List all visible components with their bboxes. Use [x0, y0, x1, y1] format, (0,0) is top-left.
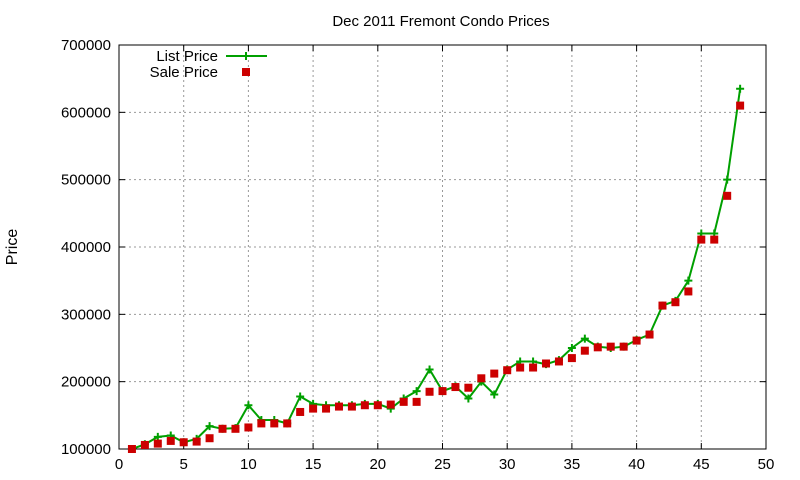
sale-price-point: [567, 354, 576, 363]
sale-price-point: [451, 383, 460, 392]
sale-price-point: [244, 423, 253, 432]
y-tick-label: 300000: [61, 306, 111, 323]
list-price-point: [580, 334, 589, 343]
series-sale-price: [127, 101, 745, 453]
sale-price-point: [153, 439, 162, 448]
sale-price-point: [205, 434, 214, 443]
list-price-point: [296, 392, 305, 401]
x-tick-label: 5: [180, 456, 188, 473]
grid-lines: [119, 45, 766, 449]
sale-price-point: [658, 301, 667, 310]
y-tick-label: 100000: [61, 441, 111, 458]
list-price-point: [567, 344, 576, 352]
list-price-point: [244, 401, 253, 410]
x-tick-label: 25: [434, 456, 451, 473]
sale-price-point: [360, 401, 369, 410]
x-axis: 0 5 10 15 20 25 30 35 40 45 50: [115, 45, 775, 473]
list-price-point: [205, 422, 214, 431]
sale-price-point: [179, 438, 188, 447]
sale-price-point: [257, 419, 266, 428]
sale-price-point: [140, 440, 149, 449]
list-price-point: [684, 276, 693, 285]
y-tick-label: 400000: [61, 239, 111, 256]
sale-price-point: [684, 287, 693, 296]
sale-price-point: [270, 419, 279, 428]
sale-price-point: [399, 397, 408, 406]
sale-price-point: [322, 404, 331, 413]
sale-price-point: [386, 400, 395, 409]
sale-price-point: [710, 235, 719, 244]
sale-price-point: [542, 359, 551, 368]
sale-price-point: [645, 330, 654, 339]
sale-price-point: [516, 363, 525, 372]
sale-price-point: [503, 366, 512, 375]
list-price-point: [412, 387, 421, 396]
sale-price-point: [736, 101, 745, 110]
sale-price-point: [632, 336, 641, 345]
legend: List Price Sale Price: [150, 48, 267, 81]
x-tick-label: 15: [305, 456, 322, 473]
sale-price-point: [697, 235, 706, 244]
sale-price-point: [438, 387, 447, 396]
legend-label-list-price: List Price: [156, 48, 218, 65]
list-price-point: [425, 365, 434, 374]
y-tick-label: 200000: [61, 374, 111, 391]
sale-price-point: [671, 298, 680, 307]
x-tick-label: 50: [758, 456, 775, 473]
sale-price-point: [723, 191, 732, 200]
sale-price-point: [231, 424, 240, 433]
sale-price-point: [529, 363, 538, 372]
x-tick-label: 35: [564, 456, 581, 473]
y-tick-label: 500000: [61, 172, 111, 189]
x-tick-label: 40: [628, 456, 645, 473]
sale-price-point: [606, 342, 615, 351]
sale-price-point: [334, 402, 343, 411]
legend-marker-list-price: [242, 52, 250, 60]
sale-price-point: [490, 369, 499, 378]
sale-price-point: [619, 342, 628, 351]
list-price-point: [153, 432, 162, 441]
sale-price-point: [166, 436, 175, 445]
sale-price-point: [218, 424, 227, 433]
y-tick-label: 700000: [61, 37, 111, 54]
sale-price-point: [192, 437, 201, 446]
chart-title: Dec 2011 Fremont Condo Prices: [332, 13, 549, 30]
sale-price-point: [309, 404, 318, 413]
sale-price-point: [296, 407, 305, 416]
sale-price-point: [477, 374, 486, 383]
x-tick-label: 45: [693, 456, 710, 473]
sale-price-point: [593, 343, 602, 352]
x-tick-label: 10: [240, 456, 257, 473]
list-price-point: [464, 394, 473, 403]
legend-symbol-sale-price: [242, 68, 250, 76]
sale-price-point: [425, 387, 434, 396]
list-price-point: [736, 84, 745, 93]
x-tick-label: 20: [369, 456, 386, 473]
y-axis: 100000 200000 300000 400000 500000 600000 7000…: [61, 37, 766, 458]
list-price-line: [131, 88, 742, 450]
sale-price-point: [580, 346, 589, 355]
series-list-price: [127, 84, 745, 453]
sale-price-point: [373, 401, 382, 410]
x-tick-label: 0: [115, 456, 123, 473]
y-tick-label: 600000: [61, 104, 111, 121]
sale-price-point: [127, 445, 136, 453]
legend-label-sale-price: Sale Price: [150, 64, 218, 81]
y-axis-label: Price: [4, 229, 21, 266]
sale-price-point: [347, 402, 356, 411]
sale-price-point: [412, 397, 421, 406]
sale-price-point: [283, 419, 292, 428]
list-price-point: [490, 390, 499, 399]
x-tick-label: 30: [499, 456, 516, 473]
sale-price-point: [554, 357, 563, 366]
list-price-point: [723, 175, 732, 184]
sale-price-point: [464, 383, 473, 392]
